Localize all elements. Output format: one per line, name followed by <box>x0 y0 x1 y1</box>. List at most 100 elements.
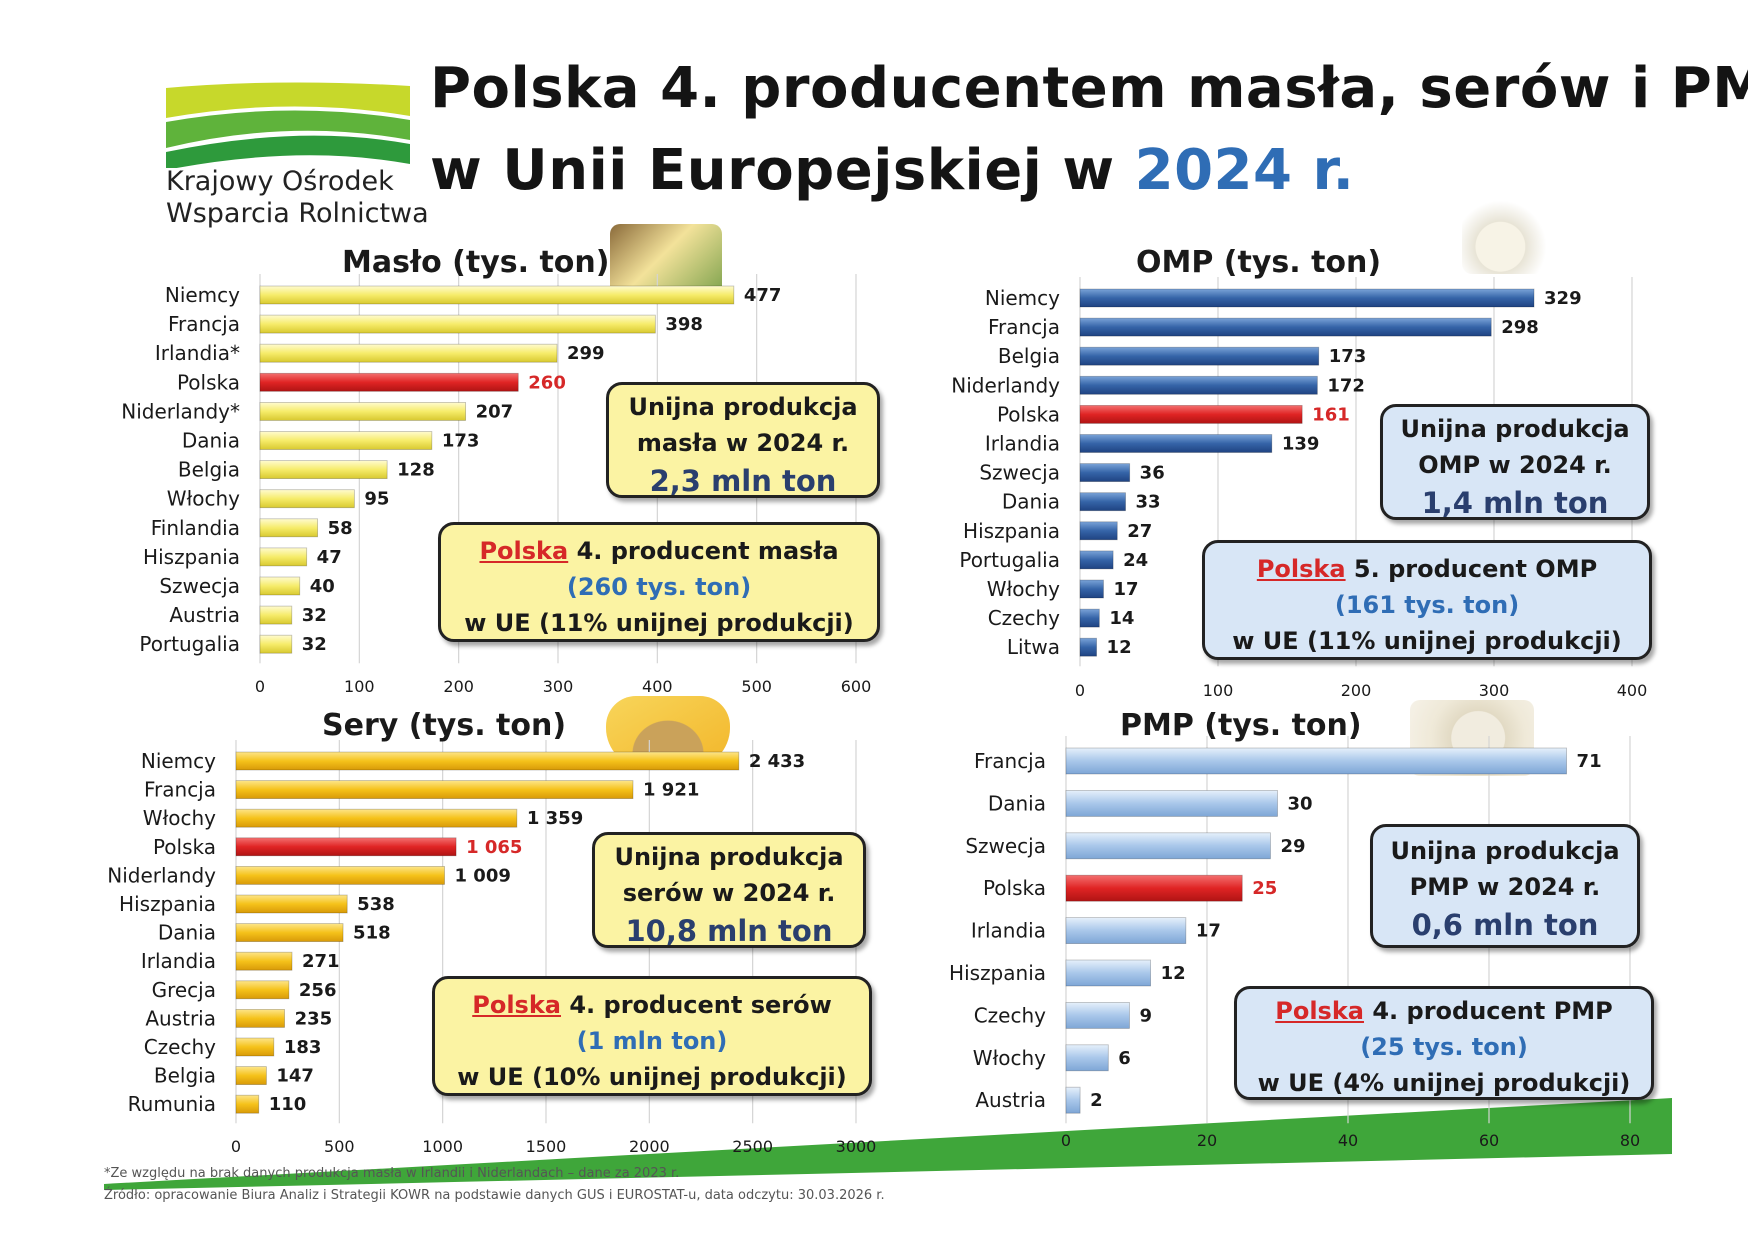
box-line1: Polska 4. producent serów <box>435 987 869 1023</box>
pmp-x-tick-label: 60 <box>1479 1131 1499 1150</box>
omp-category-label: Hiszpania <box>963 519 1060 543</box>
maslo-x-tick-label: 100 <box>344 677 375 696</box>
pmp-chart-title: PMP (tys. ton) <box>1120 708 1362 743</box>
omp-value-label: 33 <box>1136 492 1161 513</box>
maslo-bar-niemcy <box>259 285 735 305</box>
sery-bar-grecja <box>235 980 290 1000</box>
omp-value-label: 172 <box>1327 375 1365 396</box>
maslo-x-tick-label: 200 <box>443 677 474 696</box>
pmp-bar-polska <box>1065 874 1243 902</box>
omp-value-label: 329 <box>1544 288 1582 309</box>
box-line1: Polska 4. producent masła <box>441 533 877 569</box>
omp-category-label: Irlandia <box>985 432 1060 456</box>
maslo-bar-włochy <box>259 489 355 509</box>
box-line2: OMP w 2024 r. <box>1418 451 1612 479</box>
poland-label: Polska <box>479 537 569 565</box>
box-line3: w UE (11% unijnej produkcji) <box>1232 627 1622 655</box>
omp-value-label: 139 <box>1282 434 1320 455</box>
box-line1: Unijna produkcja <box>1390 837 1620 865</box>
maslo-x-tick-label: 300 <box>543 677 574 696</box>
sery-value-label: 271 <box>302 951 340 972</box>
box-line2: (25 tys. ton) <box>1360 1033 1528 1061</box>
omp-value-label: 161 <box>1312 404 1350 425</box>
sery-x-tick-label: 1000 <box>422 1137 463 1156</box>
pmp-value-label: 12 <box>1161 963 1186 984</box>
box-value: 0,6 mln ton <box>1411 908 1599 942</box>
sery-x-tick-label: 2500 <box>732 1137 773 1156</box>
maslo-value-label: 477 <box>744 285 782 306</box>
maslo-category-label: Hiszpania <box>143 545 240 569</box>
maslo-category-label: Austria <box>169 603 240 627</box>
pmp-value-label: 2 <box>1090 1090 1103 1111</box>
sery-category-label: Niderlandy <box>107 863 216 887</box>
box-line1-rest: 4. producent PMP <box>1363 997 1613 1025</box>
omp-bar-szwecja <box>1079 463 1131 483</box>
pmp-x-tick-label: 20 <box>1197 1131 1217 1150</box>
sery-chart-title: Sery (tys. ton) <box>322 708 567 743</box>
omp-bar-polska <box>1079 404 1303 424</box>
pmp-value-label: 6 <box>1118 1048 1131 1069</box>
page-title-line2: w Unii Europejskiej w 2024 r. <box>430 138 1354 203</box>
maslo-value-label: 299 <box>567 343 605 364</box>
maslo-bar-austria <box>259 605 293 625</box>
maslo-value-label: 260 <box>528 372 566 393</box>
sery-value-label: 235 <box>295 1008 333 1029</box>
omp-bar-belgia <box>1079 346 1320 366</box>
omp-category-label: Szwecja <box>979 461 1060 485</box>
maslo-x-tick-label: 400 <box>642 677 673 696</box>
sery-x-tick-label: 2000 <box>629 1137 670 1156</box>
pmp-bar-hiszpania <box>1065 959 1151 987</box>
omp-bar-portugalia <box>1079 550 1114 570</box>
sery-category-label: Niemcy <box>141 749 216 773</box>
box-value: 2,3 mln ton <box>649 464 837 498</box>
sery-eu-production-box: Unijna produkcja serów w 2024 r. 10,8 ml… <box>592 832 866 948</box>
pmp-value-label: 71 <box>1577 751 1602 772</box>
sery-category-label: Dania <box>158 921 216 945</box>
omp-category-label: Niderlandy <box>951 373 1060 397</box>
pmp-category-label: Francja <box>974 749 1046 773</box>
maslo-value-label: 32 <box>302 634 327 655</box>
logo-text-line2: Wsparcia Rolnictwa <box>166 198 429 229</box>
sery-bar-irlandia <box>235 951 293 971</box>
omp-x-tick-label: 200 <box>1341 681 1372 700</box>
omp-bar-niderlandy <box>1079 375 1318 395</box>
sery-category-label: Polska <box>153 835 216 859</box>
maslo-category-label: Włochy <box>167 487 240 511</box>
maslo-category-label: Dania <box>182 429 240 453</box>
pmp-bar-włochy <box>1065 1044 1109 1072</box>
omp-value-label: 298 <box>1501 317 1539 338</box>
pmp-eu-production-box: Unijna produkcja PMP w 2024 r. 0,6 mln t… <box>1370 824 1640 948</box>
maslo-value-label: 398 <box>665 314 703 335</box>
sery-value-label: 183 <box>284 1037 322 1058</box>
pmp-category-label: Czechy <box>974 1003 1046 1027</box>
maslo-category-label: Francja <box>168 312 240 336</box>
box-value: 10,8 mln ton <box>625 914 833 948</box>
omp-category-label: Włochy <box>987 577 1060 601</box>
milk-powder-scoop-icon <box>1462 196 1558 274</box>
sery-category-label: Francja <box>144 778 216 802</box>
sery-value-label: 1 921 <box>643 780 699 801</box>
box-line2: (260 tys. ton) <box>566 573 752 601</box>
box-line3: w UE (4% unijnej produkcji) <box>1257 1069 1631 1097</box>
pmp-value-label: 29 <box>1280 836 1305 857</box>
omp-bar-niemcy <box>1079 288 1535 308</box>
omp-x-tick-label: 300 <box>1479 681 1510 700</box>
sery-bar-austria <box>235 1009 285 1028</box>
omp-bar-litwa <box>1079 637 1097 657</box>
maslo-bar-dania <box>259 431 433 450</box>
sery-category-label: Grecja <box>152 978 216 1002</box>
logo-text-line1: Krajowy Ośrodek <box>166 166 394 197</box>
omp-category-label: Portugalia <box>959 548 1060 572</box>
poland-label: Polska <box>1275 997 1364 1025</box>
sery-bar-czechy <box>235 1037 275 1057</box>
omp-bar-włochy <box>1079 579 1104 599</box>
omp-bar-irlandia <box>1079 434 1273 453</box>
maslo-category-label: Belgia <box>178 458 240 482</box>
omp-category-label: Polska <box>997 402 1060 426</box>
sery-bar-włochy <box>235 808 518 828</box>
maslo-value-label: 47 <box>317 547 342 568</box>
page-title-line1: Polska 4. producentem masła, serów i PMP <box>430 56 1748 121</box>
omp-category-label: Litwa <box>1007 635 1060 659</box>
maslo-bar-belgia <box>259 460 388 480</box>
